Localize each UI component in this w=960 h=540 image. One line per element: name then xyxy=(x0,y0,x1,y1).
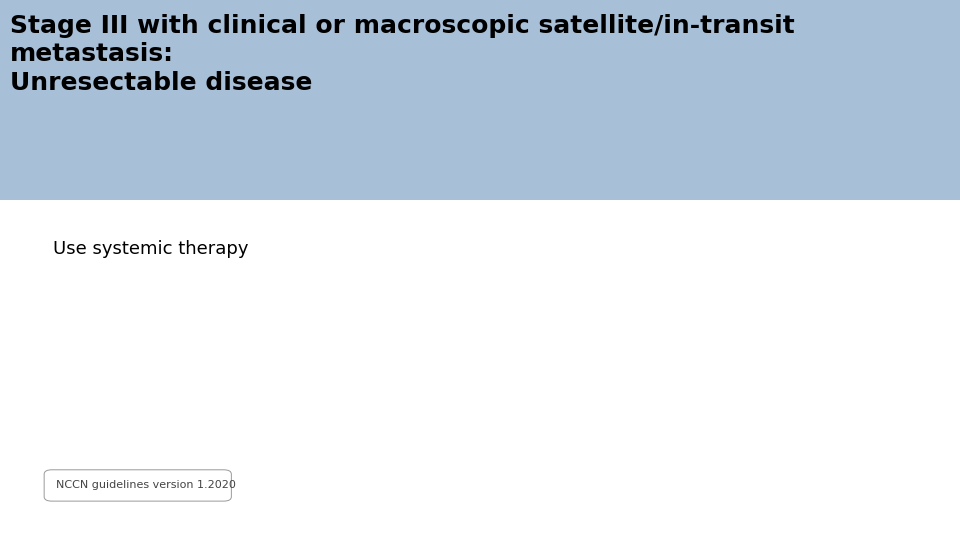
Text: NCCN guidelines version 1.2020: NCCN guidelines version 1.2020 xyxy=(56,481,235,490)
Text: Use systemic therapy: Use systemic therapy xyxy=(53,240,249,258)
Bar xyxy=(0,0,960,200)
Text: Stage III with clinical or macroscopic satellite/in-transit
metastasis:
Unresect: Stage III with clinical or macroscopic s… xyxy=(10,14,794,95)
FancyBboxPatch shape xyxy=(44,470,231,501)
